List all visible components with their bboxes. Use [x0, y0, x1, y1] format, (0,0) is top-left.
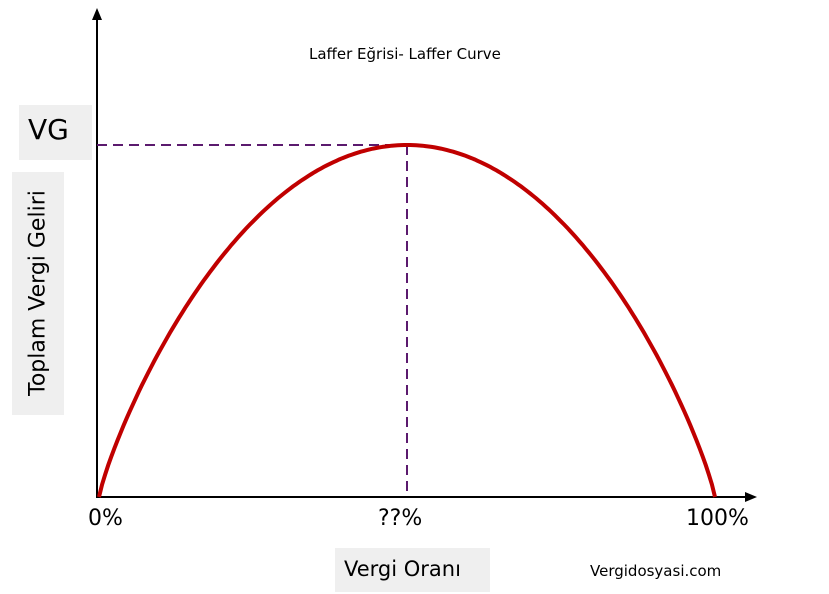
- y-tick-vg-box: [19, 105, 92, 160]
- x-axis-label: Vergi Oranı: [344, 557, 461, 581]
- x-tick-optimal: ??%: [378, 506, 423, 531]
- x-tick-100: 100%: [686, 506, 749, 531]
- y-axis-label-box: [12, 172, 64, 415]
- x-axis-label-box: [335, 548, 490, 592]
- y-axis-arrow: [92, 8, 102, 20]
- chart-title: Laffer Eğrisi- Laffer Curve: [309, 45, 501, 63]
- watermark: Vergidosyasi.com: [590, 562, 722, 580]
- x-axis-arrow: [745, 492, 757, 502]
- y-tick-vg: VG: [28, 113, 69, 146]
- laffer-curve-line: [97, 143, 717, 498]
- y-axis-label: Toplam Vergi Geliri: [25, 190, 51, 396]
- x-tick-0: 0%: [88, 506, 123, 531]
